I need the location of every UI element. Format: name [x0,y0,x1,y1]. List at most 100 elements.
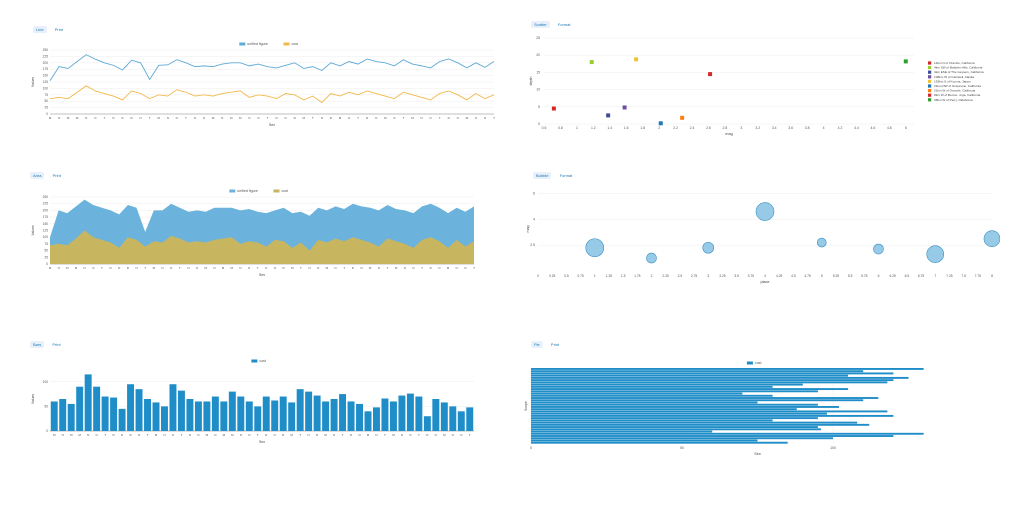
c-line-xtick-34: T [357,116,359,120]
scatter-legend-label-5: 21km NW of Grapevine, California [934,84,981,88]
c-line-xtick-45: O [457,116,460,120]
c-area-xtick-38: N [378,266,380,270]
c-area-xtick-6: T [101,266,103,270]
hbars-bar-17 [531,406,840,408]
bubble-xtick-5: 1.25 [606,274,613,278]
chart3-type-button[interactable]: Area [30,172,45,179]
chart5-type-button[interactable]: Bars [30,341,45,348]
c-line-ytick-5: 125 [43,80,49,84]
c-bars-bar-39 [381,398,389,431]
c-bars-xtick-37: M [367,433,370,437]
c-line-x-axis-title: Sex [269,123,275,127]
bubble-ytick-2: 6 [533,191,535,195]
c-bars-bar-42 [406,393,414,431]
bubble-xtick-11: 2.75 [691,274,698,278]
area-chart: unified figure cost 0 25 50 75 100 125 150 175 200… [31,189,475,277]
c-line-xtick-23: O [257,116,260,120]
bubble-xtick-1: 0.25 [549,274,556,278]
c-bars-bar-40 [389,401,397,431]
c-bars-xtick-30: N [308,433,310,437]
scatter-x-axis-title: mag [725,132,732,136]
chart4-controls: Bubble Format [533,172,579,179]
hbars-bar-14 [531,399,864,402]
scatter-legend-label-3: 108km W of Cantwell, Alaska [934,75,974,79]
scatter-xtick-7: 2 [658,126,660,130]
scatter-legend-label-1: 4km SW of Baldwin Hills, California [934,66,983,70]
chart1-print-button[interactable]: Print [54,27,63,32]
c-bars-xtick-18: M [206,433,209,437]
chart6-print-button[interactable]: Print [550,342,560,347]
c-area-xtick-2: M [66,266,69,270]
c-bars-bar-11 [144,399,151,431]
c-area-xtick-18: M [205,266,208,270]
c-area-xtick-17: O [196,266,199,270]
bubble-point-5 [873,243,884,255]
c-bars-bar-27 [279,396,287,431]
c-area-xtick-30: N [309,266,311,270]
scatter-xtick-11: 2.8 [723,126,728,130]
chart6-type-button[interactable]: Pie [531,341,543,348]
c-area-xtick-28: M [291,266,294,270]
c-bars-bar-45 [432,399,440,431]
c-bars-bar-10 [135,389,143,431]
c-area-xtick-22: N [239,266,241,270]
scatter-xtick-0: 0.6 [542,126,547,130]
c-line-xtick-35: D [366,116,369,120]
bubble-xtick-28: 7 [934,274,936,278]
c-bars-xtick-44: D [426,433,429,437]
c-bars-bar-7 [110,397,118,431]
c-area-ytick-3: 75 [44,242,48,246]
c-line-xtick-5: O [94,116,97,120]
c-line-xtick-9: R [130,116,133,120]
c-area-ytick-0: 0 [46,262,48,266]
bubble-xtick-3: 0.75 [577,274,584,278]
chart3-print-button[interactable]: Print [52,173,61,178]
bubble-xtick-24: 6 [878,274,880,278]
bubble-xtick-12: 3 [707,274,709,278]
c-bars-xtick-7: D [113,433,116,437]
c-bars-xtick-42: O [409,433,412,437]
chart4-type-button[interactable]: Bubble [533,172,552,179]
chart2-format-button[interactable]: Format [557,22,571,27]
c-line-ytick-1: 25 [44,106,48,110]
c-bars-bar-31 [313,395,321,431]
scatter-xtick-18: 4.2 [838,126,843,130]
c-bars-bar-12 [152,402,160,431]
chart1-type-button[interactable]: Line [33,26,47,33]
c-bars-bar-19 [211,396,219,431]
c-bars-bar-2 [67,403,75,431]
c-line-xtick-20: M [230,116,233,120]
c-bars-bar-20 [220,401,228,431]
scatter-legend-label-7: 8km W of Berros...inga, California [934,93,981,97]
chart4-format-button[interactable]: Format [559,173,573,178]
c-line-xtick-17: O [203,116,206,120]
scatter-legend-swatch-6 [928,89,932,93]
scatter-ytick-4: 20 [536,53,540,57]
c-bars-xtick-1: N [62,433,64,437]
c-line-xtick-2: M [67,116,70,120]
scatter-xtick-15: 3.6 [788,126,793,130]
bubble-xtick-20: 5 [821,274,823,278]
bubble-xtick-7: 1.75 [634,274,641,278]
hbars-xtick-2: 100 [830,446,836,450]
c-area-xtick-21: M [230,266,233,270]
hbars-bar-24 [531,421,858,424]
chart2-type-button[interactable]: Scatter [531,21,550,28]
chart3-controls: Area Print [30,172,68,179]
c-line-xtick-48: N [484,116,486,120]
bubble-xtick-19: 4.75 [804,274,811,278]
c-area-legend-swatch-1 [273,189,280,193]
scatter-xtick-4: 1.4 [607,126,612,130]
c-line-ytick-9: 225 [43,54,49,58]
c-bars-bar-8 [118,408,126,431]
bubble-point-0 [585,238,605,258]
c-area-xtick-41: N [404,266,406,270]
c-bars-xtick-3: M [78,433,81,437]
c-bars-bar-47 [449,406,457,431]
c-bars-xtick-21: M [231,433,234,437]
c-bars-xtick-8: D [121,433,124,437]
c-line-legend-label-0: unified figure [247,42,268,46]
bubble-xtick-18: 4.5 [791,274,796,278]
c-line-ytick-2: 50 [44,99,48,103]
chart5-print-button[interactable]: Print [52,342,61,347]
